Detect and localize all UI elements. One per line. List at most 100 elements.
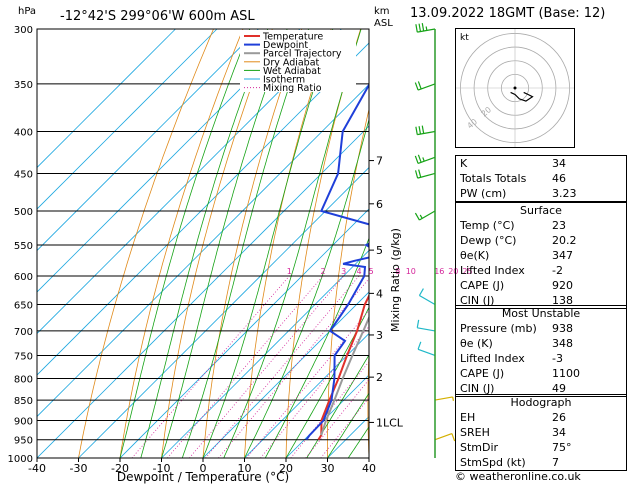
wind-barb-flag bbox=[414, 155, 419, 164]
mixing-ratio-label: 5 bbox=[369, 267, 374, 276]
mixing-ratio-line bbox=[205, 275, 360, 458]
wind-barb-flag bbox=[418, 126, 422, 135]
profiles bbox=[305, 82, 369, 441]
row-value: 34 bbox=[552, 426, 566, 439]
row-value: 7 bbox=[552, 456, 559, 469]
row-value: 938 bbox=[552, 322, 573, 335]
copyright: © weatheronline.co.uk bbox=[455, 470, 581, 483]
row-value: 1100 bbox=[552, 367, 580, 380]
table-row: Dewp (°C) 20.2 bbox=[456, 233, 626, 248]
wind-barbs bbox=[414, 23, 456, 458]
table-row: CIN (J) 138 bbox=[456, 293, 626, 308]
pressure-tick-label: 950 bbox=[14, 436, 33, 447]
table-row: Pressure (mb) 938 bbox=[456, 321, 626, 336]
pressure-tick-label: 450 bbox=[14, 169, 33, 180]
row-label: StmSpd (kt) bbox=[460, 456, 526, 469]
height-tick-label: 6 bbox=[376, 198, 383, 211]
hodograph-panel: Hodograph EH 26 SREH 34 StmDir 75° StmSpd (kt)… bbox=[455, 394, 627, 471]
most-unstable-table: Pressure (mb) 938 θe (K) 348 Lifted Index -3 C… bbox=[456, 321, 626, 396]
hodograph-table: EH 26 SREH 34 StmDir 75° StmSpd (kt) 7 bbox=[456, 410, 626, 470]
wind-barb-flag bbox=[415, 24, 418, 33]
indices-table: K 34 Totals Totals 46 PW (cm) 3.23 bbox=[455, 155, 627, 202]
height-tick-label: 2 bbox=[376, 371, 383, 384]
wind-barb-staff bbox=[417, 28, 436, 33]
isotherm-line bbox=[37, 29, 259, 252]
series-parcel-trajectory bbox=[320, 315, 369, 436]
mixing-ratio-label: 16 bbox=[434, 267, 444, 276]
pressure-tick-label: 850 bbox=[14, 396, 33, 407]
isotherm-line bbox=[78, 166, 369, 458]
isotherm-line bbox=[119, 208, 369, 458]
table-row: PW (cm) 3.23 bbox=[456, 186, 627, 202]
wind-barb-flag bbox=[417, 341, 422, 350]
table-row: CAPE (J) 1100 bbox=[456, 366, 626, 381]
wind-barb-staff bbox=[417, 327, 436, 332]
axes: 3003504004505005506006507007508008509009… bbox=[8, 25, 404, 475]
legend-entry: Wet Adiabat bbox=[263, 66, 321, 77]
table-row: CAPE (J) 920 bbox=[456, 278, 626, 293]
row-value: 920 bbox=[552, 279, 573, 292]
x-tick-label: 40 bbox=[362, 462, 376, 475]
wind-barb-flag bbox=[418, 288, 424, 296]
wind-barb-flag bbox=[418, 169, 422, 178]
row-value: 3.23 bbox=[552, 187, 577, 200]
row-label: Dewp (°C) bbox=[460, 234, 517, 247]
most-unstable-panel: Most Unstable Pressure (mb) 938 θe (K) 348 L… bbox=[455, 305, 627, 397]
wind-barb-flag bbox=[451, 433, 456, 442]
mixing-ratio-label: 4 bbox=[356, 267, 361, 276]
mixing-ratio-label: 8 bbox=[395, 267, 400, 276]
location-title: -12°42'S 299°06'W 600m ASL bbox=[60, 9, 255, 24]
table-row: StmDir 75° bbox=[456, 440, 626, 455]
row-label: CAPE (J) bbox=[460, 279, 505, 292]
legend-entry: Dry Adiabat bbox=[263, 57, 320, 68]
wind-barb-flag bbox=[414, 170, 419, 179]
table-row: SREH 34 bbox=[456, 425, 626, 440]
pressure-tick-label: 350 bbox=[14, 80, 33, 91]
row-value: 23 bbox=[552, 219, 566, 232]
table-row: Lifted Index -2 bbox=[456, 263, 626, 278]
row-label: Pressure (mb) bbox=[460, 322, 537, 335]
mixing-ratio-labels: 1 2 3 4 5 8 10 16 20 25 bbox=[287, 267, 473, 276]
isotherm-line bbox=[161, 249, 369, 458]
row-value: 46 bbox=[552, 172, 566, 185]
hodograph-table-title: Hodograph bbox=[510, 396, 572, 409]
mixing-ratio-label: 1 bbox=[287, 267, 292, 276]
pressure-tick-label: 550 bbox=[14, 241, 33, 252]
pressure-tick-label: 900 bbox=[14, 416, 33, 427]
pressure-tick-label: 300 bbox=[14, 25, 33, 36]
mixing-ratio-axis-label: Mixing Ratio (g/kg) bbox=[389, 228, 402, 332]
row-value: 348 bbox=[552, 337, 573, 350]
asl-label: ASL bbox=[374, 18, 393, 29]
row-label: StmDir bbox=[460, 441, 499, 454]
dry-adiabat-line bbox=[407, 29, 449, 458]
row-value: 49 bbox=[552, 382, 566, 395]
wind-barb-flag bbox=[418, 23, 422, 32]
row-label: Temp (°C) bbox=[460, 219, 515, 232]
row-label: SREH bbox=[460, 426, 490, 439]
table-row: EH 26 bbox=[456, 410, 626, 425]
wind-barb-flag bbox=[416, 319, 420, 328]
x-tick-label: 10 bbox=[238, 462, 252, 475]
row-label: Totals Totals bbox=[460, 172, 527, 185]
x-tick-label: -20 bbox=[111, 462, 129, 475]
mixing-ratio-line bbox=[189, 275, 345, 458]
row-value: 26 bbox=[552, 411, 566, 424]
legend-entry: Dewpoint bbox=[263, 40, 308, 51]
wet-adiabat-line bbox=[285, 306, 369, 458]
most-unstable-title: Most Unstable bbox=[501, 307, 581, 320]
series-dewpoint bbox=[305, 82, 369, 441]
isotherm-line bbox=[37, 29, 176, 169]
wind-barb-flag bbox=[414, 212, 420, 221]
x-tick-label: 30 bbox=[321, 462, 335, 475]
wind-barb-flag bbox=[421, 23, 425, 32]
wind-barb-staff bbox=[434, 396, 453, 401]
indices-panel: K 34 Totals Totals 46 PW (cm) 3.23 bbox=[455, 155, 627, 202]
legend-entry: Mixing Ratio bbox=[263, 83, 322, 94]
row-label: CIN (J) bbox=[460, 382, 495, 395]
isotherm-line bbox=[37, 29, 301, 293]
x-tick-label: -10 bbox=[153, 462, 171, 475]
wind-barb-flag bbox=[422, 157, 425, 162]
row-value: 75° bbox=[552, 441, 572, 454]
